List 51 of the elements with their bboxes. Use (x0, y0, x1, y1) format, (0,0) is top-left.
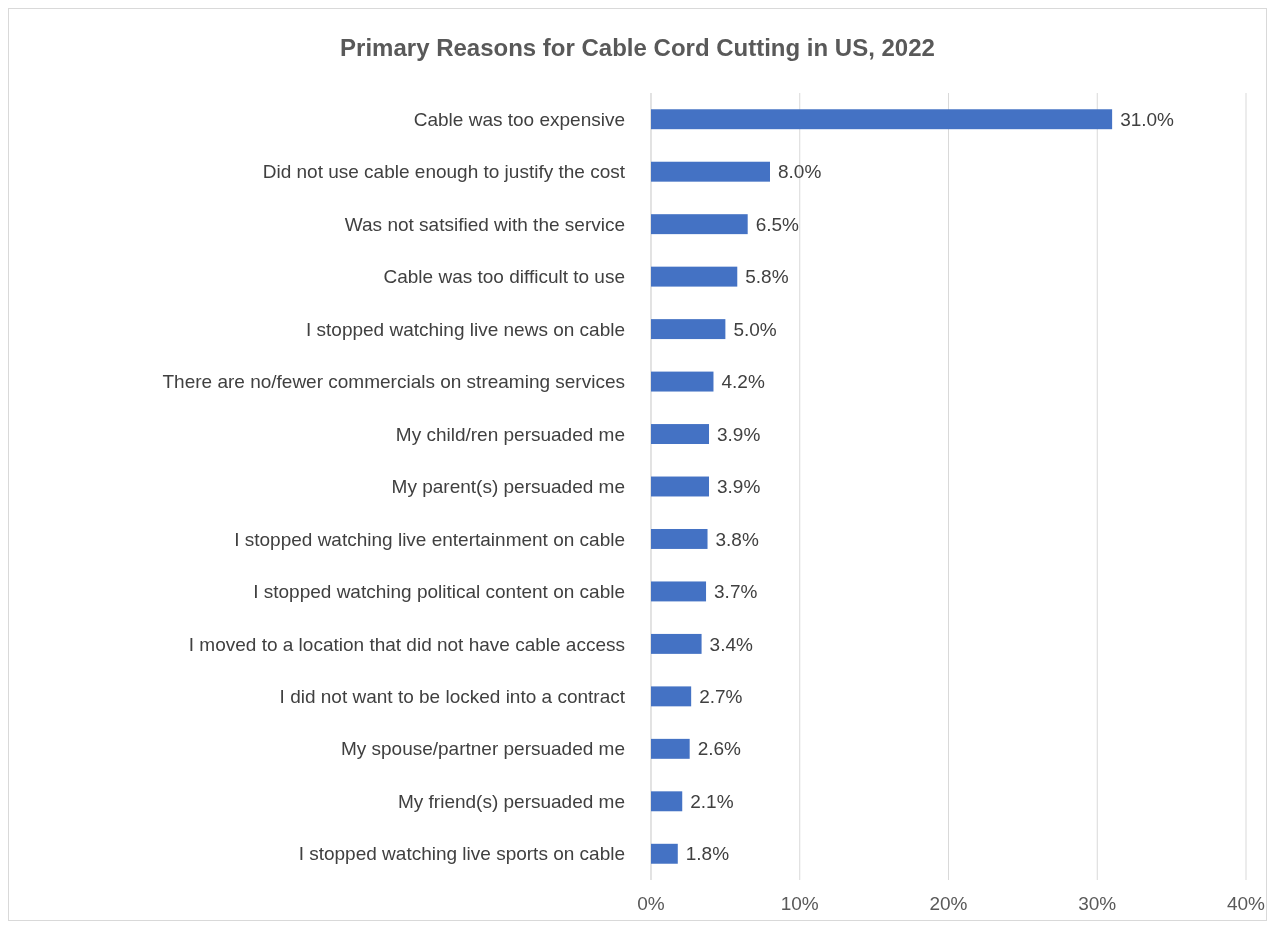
y-tick-label: Cable was too expensive (413, 108, 625, 130)
y-tick-label: Cable was too difficult to use (383, 266, 625, 288)
data-label: 8.0% (778, 161, 822, 183)
y-tick-label: My child/ren persuaded me (395, 423, 625, 445)
x-tick-label: 20% (929, 893, 968, 914)
bar (651, 529, 708, 549)
y-tick-label: I stopped watching live sports on cable (298, 843, 625, 865)
y-tick-label: I stopped watching political content on cable (253, 581, 625, 603)
bar (651, 843, 678, 864)
bar (651, 319, 726, 340)
bar (651, 633, 702, 654)
data-label: 1.8% (685, 843, 730, 865)
bar (651, 371, 714, 392)
bar (651, 161, 770, 182)
data-label: 5.0% (733, 318, 777, 340)
data-label: 6.5% (755, 213, 800, 235)
bar (651, 791, 683, 812)
y-tick-label: I stopped watching live entertainment on cable (234, 528, 625, 550)
data-label: 3.7% (714, 581, 758, 603)
bar (651, 476, 710, 497)
y-tick-label: I stopped watching live news on cable (306, 318, 625, 340)
data-label: 2.7% (699, 686, 743, 708)
data-label: 3.9% (717, 476, 761, 498)
data-label: 3.9% (717, 423, 761, 445)
chart-title: Primary Reasons for Cable Cord Cutting in US, 2022 (340, 34, 935, 61)
bar (651, 738, 690, 759)
y-tick-label: Was not satsified with the service (344, 213, 625, 235)
y-tick-label: I moved to a location that did not have cable access (188, 633, 625, 655)
bar (651, 581, 707, 602)
data-label: 2.6% (697, 738, 742, 760)
y-tick-label: My friend(s) persuaded me (397, 790, 625, 812)
y-tick-label: My spouse/partner persuaded me (340, 738, 625, 760)
bar (651, 424, 710, 444)
y-tick-label: There are no/fewer commercials on streaming services (162, 371, 625, 393)
bar (651, 686, 692, 707)
bar (651, 109, 1113, 130)
bar (651, 266, 738, 287)
data-label: 2.1% (690, 790, 734, 812)
bar (651, 214, 748, 235)
x-tick-label: 30% (1078, 893, 1117, 914)
data-label: 5.8% (745, 266, 789, 288)
x-tick-label: 0% (637, 893, 665, 914)
data-label: 31.0% (1120, 108, 1175, 130)
data-label: 4.2% (721, 371, 765, 393)
data-label: 3.8% (715, 528, 759, 550)
data-label: 3.4% (709, 633, 753, 655)
y-tick-label: My parent(s) persuaded me (391, 476, 625, 498)
x-tick-label: 40% (1226, 893, 1266, 914)
y-tick-label: I did not want to be locked into a contract (279, 686, 626, 708)
y-tick-label: Did not use cable enough to justify the cost (262, 161, 626, 183)
x-tick-label: 10% (780, 893, 819, 914)
